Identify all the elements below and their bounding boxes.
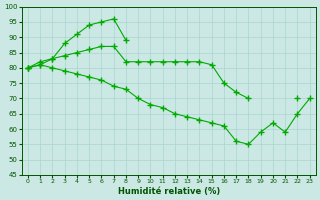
X-axis label: Humidité relative (%): Humidité relative (%): [118, 187, 220, 196]
